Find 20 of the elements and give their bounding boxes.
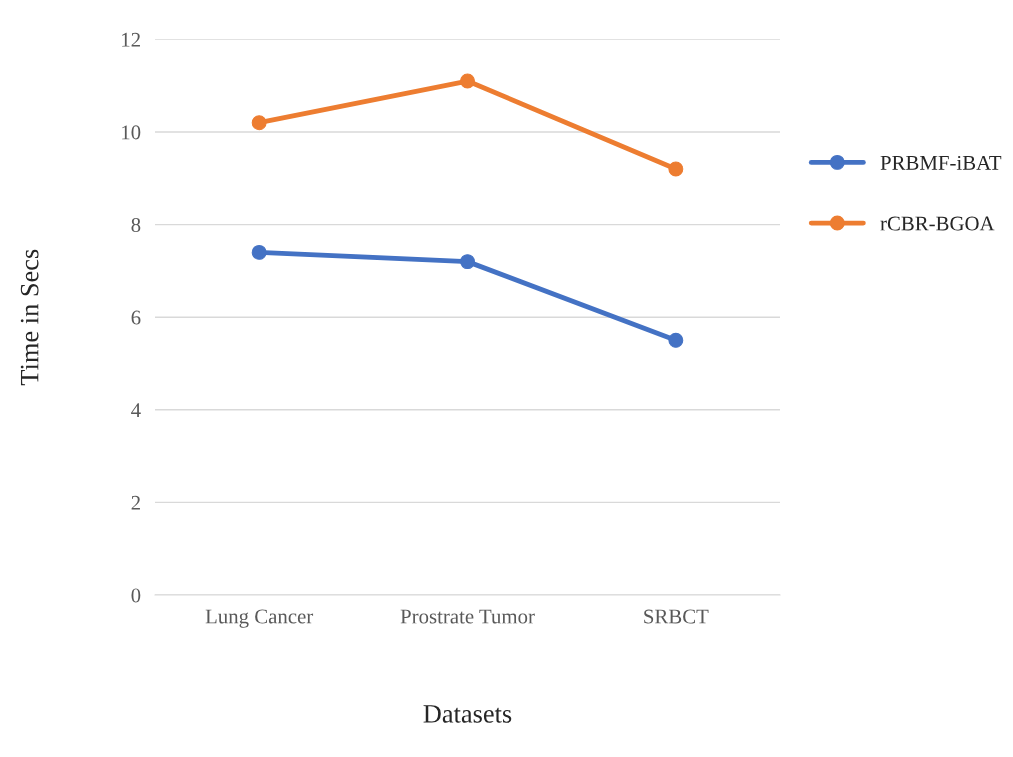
y-tick-label: 2 [131,495,140,510]
x-axis-title: Datasets [423,705,512,723]
y-tick-label: 12 [122,32,140,47]
point [460,254,475,270]
y-tick-label: 10 [122,125,141,140]
point [251,115,267,131]
x-tick-label: SRBCT [644,609,709,624]
y-tick-label: 4 [131,403,141,418]
point [668,332,684,348]
point [460,73,475,89]
y-tick-label: 8 [131,217,141,233]
point [251,244,267,260]
y-tick-label: 6 [131,310,141,325]
x-tick-label: Prostrate Tumor [400,609,535,624]
x-tick-label: Lung Cancer [205,609,314,628]
legend-label: rCBR-BGOA [880,216,995,231]
legend-label: PRBMF-iBAT [880,155,1002,170]
y-tick-label: 0 [131,588,141,603]
point [668,161,684,177]
y-axis-title: Time in Secs [20,249,39,386]
